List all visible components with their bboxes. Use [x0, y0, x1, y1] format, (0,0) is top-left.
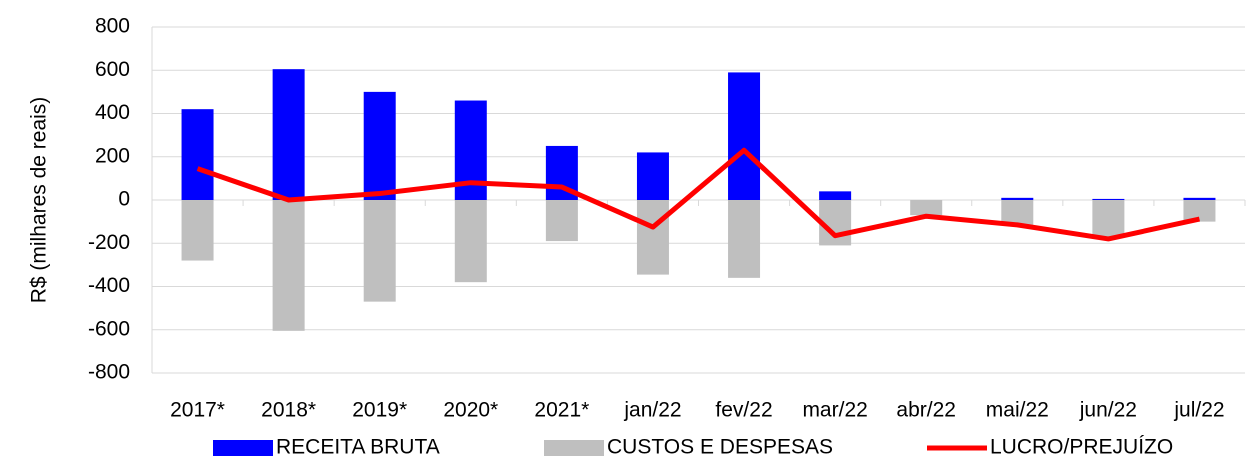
bar [1092, 200, 1125, 238]
bar [272, 69, 305, 200]
y-tick-label: -400 [88, 274, 130, 297]
x-tick-label: 2017* [170, 399, 225, 422]
legend-swatch [213, 440, 273, 456]
bar [728, 200, 761, 278]
x-tick-label: abr/22 [896, 399, 956, 422]
y-tick-label: -800 [88, 361, 130, 384]
bar [363, 200, 396, 302]
y-tick-label: 800 [95, 15, 130, 38]
y-tick-label: 0 [118, 188, 130, 211]
y-tick-label: 200 [95, 144, 130, 167]
x-tick-label: mar/22 [802, 399, 867, 422]
x-tick-label: 2021* [534, 399, 589, 422]
line [196, 147, 1200, 242]
bar [454, 200, 487, 283]
x-tick-label: 2018* [261, 399, 316, 422]
legend-swatch [544, 440, 604, 456]
bar [363, 91, 396, 200]
legend-label: LUCRO/PREJUÍZO [990, 436, 1173, 459]
bar [636, 152, 669, 200]
bar [1092, 198, 1125, 200]
bar [819, 191, 852, 200]
legend-label: CUSTOS E DESPESAS [607, 436, 833, 459]
y-tick-label: -200 [88, 231, 130, 254]
x-tick-label: jul/22 [1173, 399, 1224, 422]
bar [272, 200, 305, 331]
x-tick-label: 2019* [352, 399, 407, 422]
bar [1001, 200, 1034, 225]
bar [181, 200, 214, 261]
x-tick-label: 2020* [443, 399, 498, 422]
legend-label: RECEITA BRUTA [276, 436, 440, 459]
bar [1001, 197, 1034, 200]
bar [636, 200, 669, 275]
bar [1183, 197, 1216, 200]
bar [181, 109, 214, 200]
x-tick-label: jan/22 [623, 399, 681, 422]
x-tick-label: mai/22 [986, 399, 1049, 422]
bar [910, 200, 943, 216]
y-tick-label: -600 [88, 317, 130, 340]
y-tick-label: 600 [95, 58, 130, 81]
bar [728, 72, 761, 200]
bar [545, 200, 578, 242]
x-tick-label: jun/22 [1079, 399, 1137, 422]
bar [1183, 200, 1216, 222]
x-tick-label: fev/22 [715, 399, 772, 422]
y-axis-label: R$ (milhares de reais) [28, 97, 51, 304]
y-tick-label: 400 [95, 101, 130, 124]
